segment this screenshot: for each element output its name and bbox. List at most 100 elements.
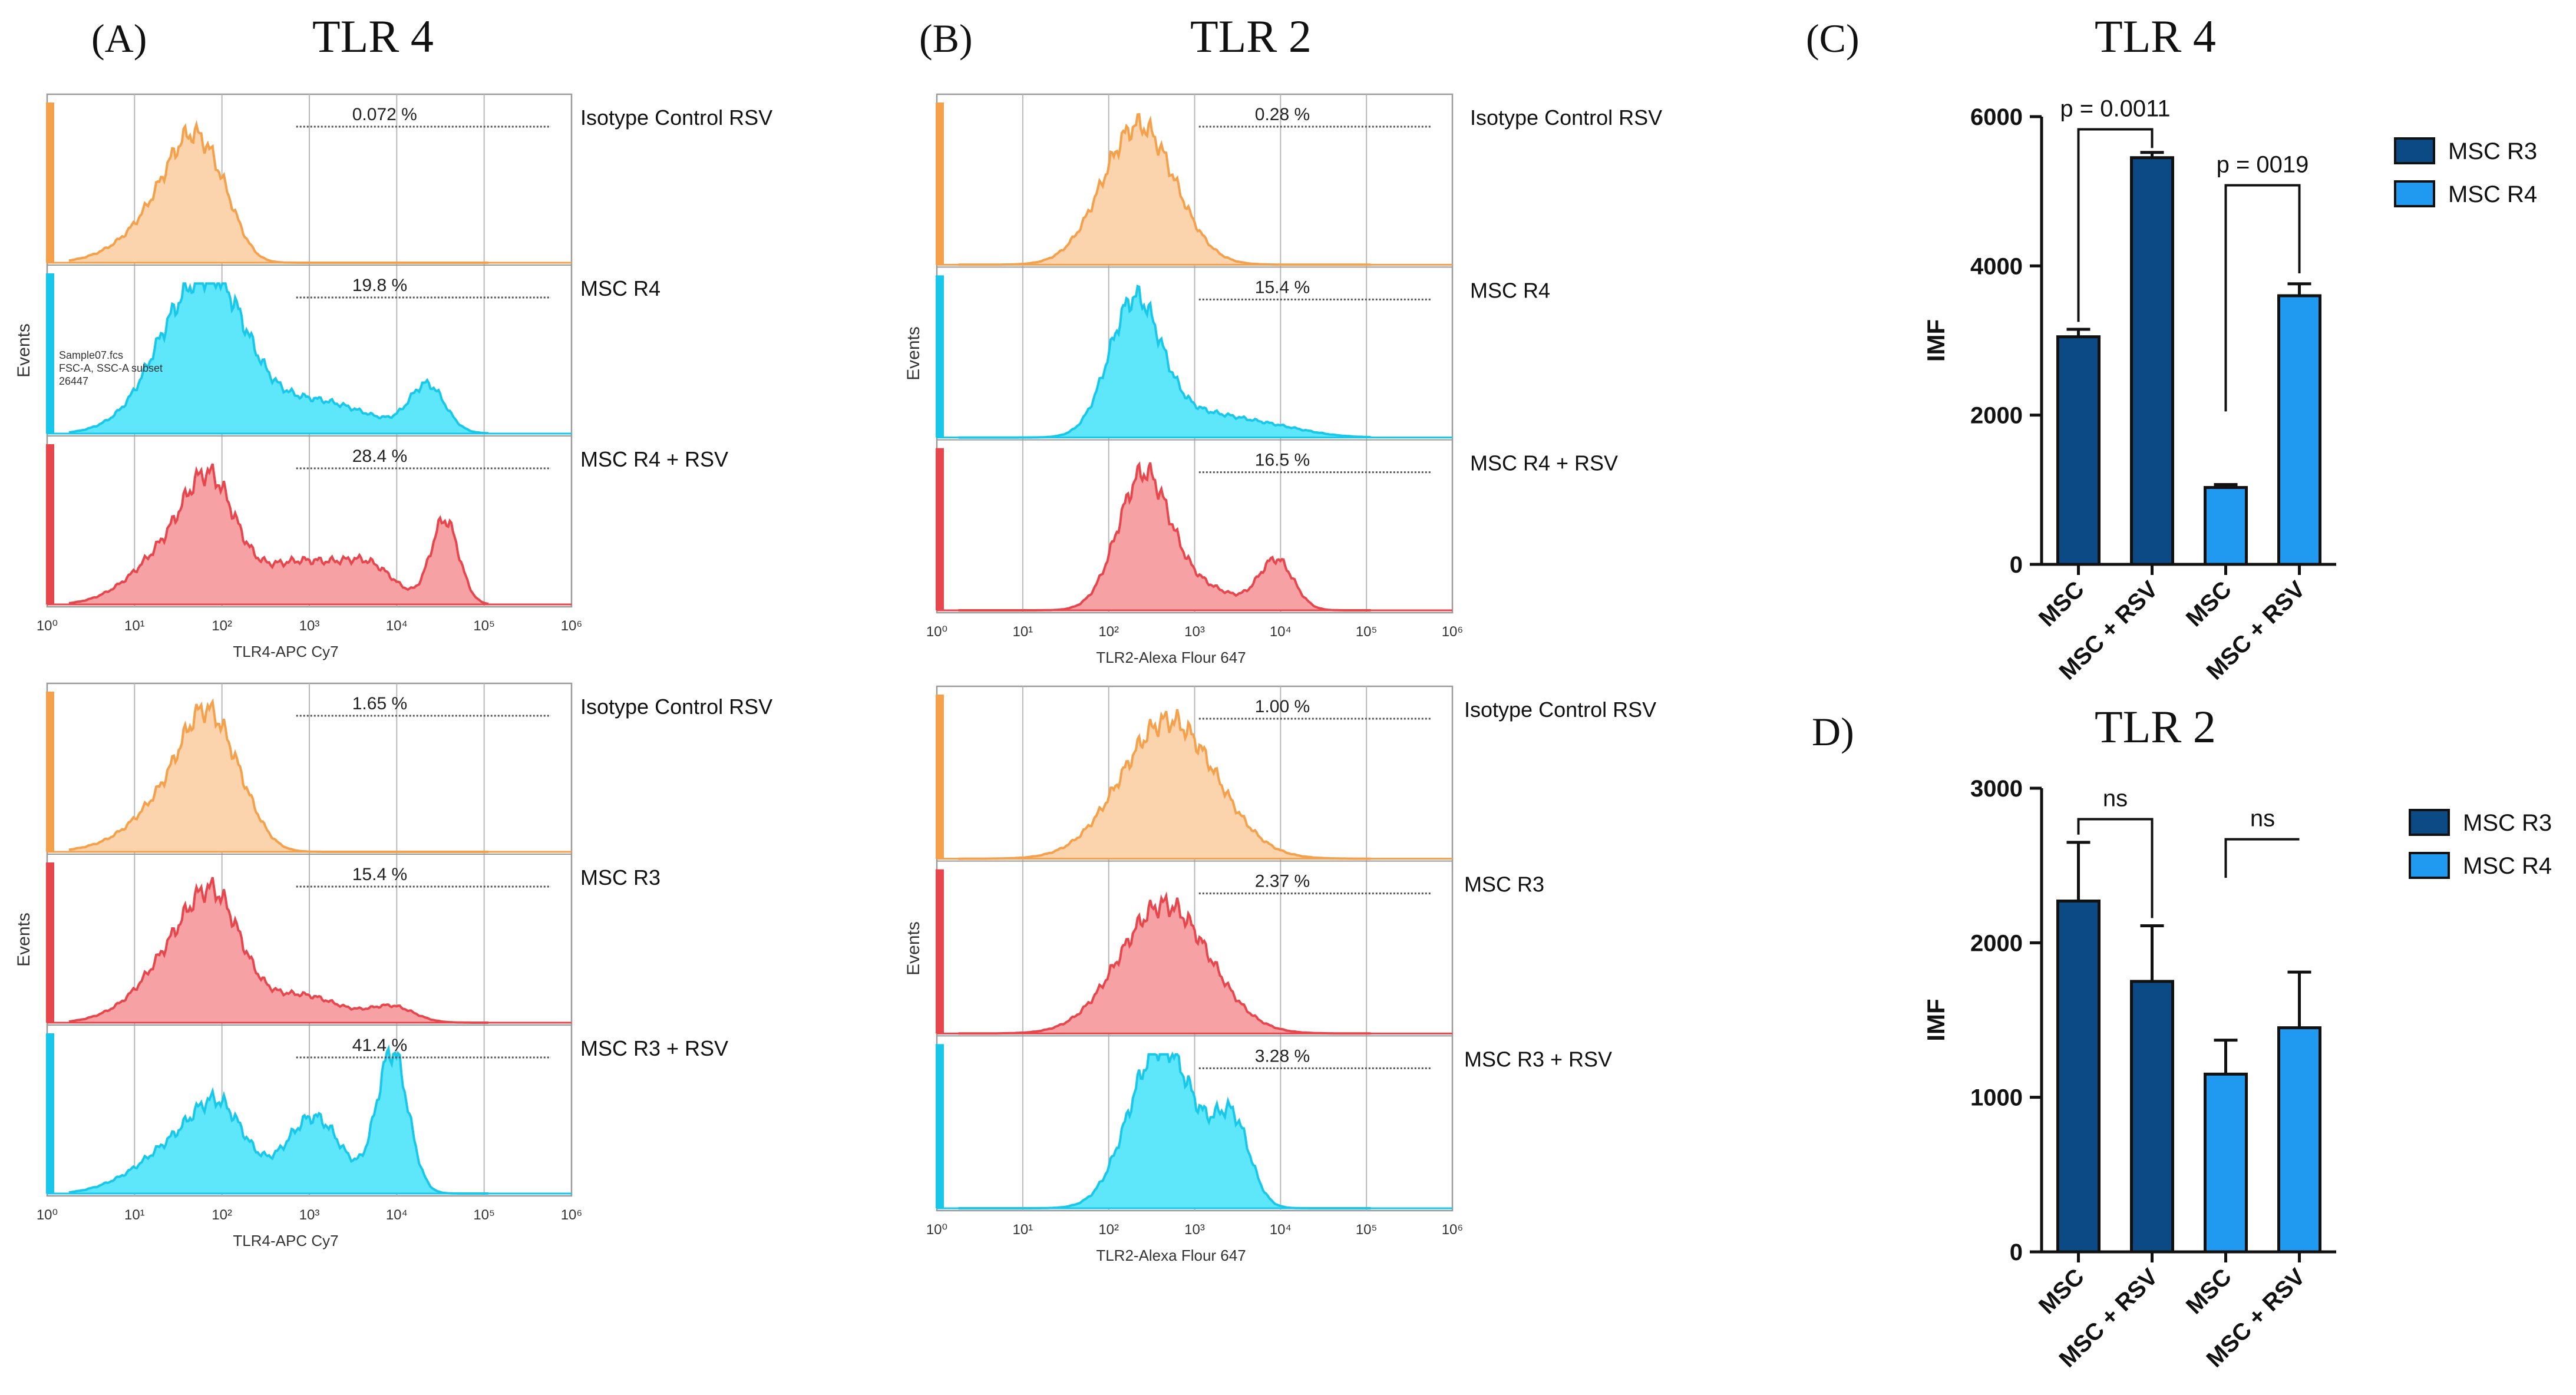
significance-bracket	[2224, 184, 2301, 412]
bar	[2130, 980, 2174, 1254]
axis-spike	[46, 862, 54, 1023]
y-tick-label: 2000	[1970, 403, 2023, 429]
histogram-fill	[958, 114, 1371, 265]
legend-swatch	[2394, 180, 2435, 207]
axis-spike	[936, 869, 944, 1034]
series-label: MSC R3	[580, 865, 660, 890]
x-tick-label: 10⁴	[1270, 1222, 1292, 1238]
histogram-line	[68, 282, 489, 435]
x-tick-label: 10⁰	[37, 1207, 58, 1223]
panel-label-a: (A)	[91, 16, 147, 61]
gate-percentage: 0.072 %	[352, 105, 417, 124]
panel-title-d: TLR 2	[2095, 701, 2216, 752]
significance-label: ns	[2103, 785, 2128, 811]
series-label: MSC R4	[580, 276, 660, 300]
x-tick-label: 10²	[1098, 1222, 1119, 1238]
series-label: MSC R3 + RSV	[580, 1036, 728, 1060]
panel-label-d: D)	[1812, 709, 1854, 754]
histogram-line	[68, 877, 489, 1024]
legend-label: MSC R3	[2448, 138, 2537, 164]
gate-percentage: 2.37 %	[1255, 872, 1310, 891]
significance-label: p = 0019	[2217, 152, 2309, 178]
x-tick-label: 10⁴	[1270, 624, 1292, 640]
axis-spike	[936, 275, 944, 438]
histogram-line	[958, 709, 1371, 860]
axis-spike	[46, 692, 54, 852]
series-label: Isotype Control RSV	[1470, 105, 1662, 130]
bar	[2130, 156, 2174, 566]
x-tick-label: 10⁴	[386, 618, 408, 634]
significance-bracket	[2077, 128, 2154, 322]
histogram-fill	[958, 462, 1371, 610]
y-tick-label: 3000	[1970, 776, 2023, 802]
bar	[2204, 1072, 2248, 1254]
bar	[2277, 294, 2321, 566]
gate-percentage: 15.4 %	[1255, 277, 1310, 297]
x-tick-label: 10³	[1184, 624, 1205, 640]
x-tick-label: 10³	[299, 618, 320, 634]
legend-swatch	[2409, 852, 2450, 879]
x-tick-label: 10¹	[1012, 624, 1033, 640]
histogram-panel-b-bottom: 1.00 % Isotype Control RSV 2.37 % MSC R3 3.2…	[904, 685, 1656, 1264]
x-tick-label: 10²	[1098, 624, 1119, 640]
histogram-fill	[69, 1048, 489, 1194]
x-tick-label: 10⁰	[37, 618, 58, 634]
axis-spike	[936, 448, 944, 610]
panel-title-b: TLR 2	[1190, 11, 1312, 62]
gate-percentage: 19.8 %	[352, 276, 407, 295]
x-axis-label: TLR2-Alexa Flour 647	[1096, 1247, 1246, 1264]
sample-annotation: FSC-A, SSC-A subset	[59, 362, 163, 374]
bar	[2056, 900, 2101, 1254]
series-label: Isotype Control RSV	[580, 695, 772, 719]
x-tick-label: 10¹	[124, 1207, 145, 1223]
histogram-fill	[69, 283, 489, 434]
gate-percentage: 15.4 %	[352, 865, 407, 884]
gate-percentage: 1.65 %	[352, 694, 407, 713]
histogram-line	[68, 1044, 489, 1195]
histogram-fill	[958, 895, 1371, 1034]
x-axis-label: TLR2-Alexa Flour 647	[1096, 649, 1246, 666]
y-axis-label: Events	[904, 326, 923, 381]
x-axis-label: TLR4-APC Cy7	[233, 643, 338, 660]
axis-spike	[936, 1044, 944, 1208]
axis-spike	[936, 103, 944, 265]
x-tick-label: 10¹	[124, 618, 145, 634]
series-label: MSC R3 + RSV	[1464, 1047, 1612, 1071]
x-category-label: MSC	[2181, 1264, 2237, 1319]
y-axis-label: Events	[14, 323, 34, 378]
y-axis-label: IMF	[1922, 319, 1950, 362]
legend-swatch	[2394, 137, 2435, 164]
bar	[2277, 1026, 2321, 1254]
histogram-panel-a-top: 0.072 % Isotype Control RSV 19.8 % MSC R4 28…	[14, 93, 772, 660]
gate-percentage: 28.4 %	[352, 447, 407, 466]
bar	[2204, 486, 2248, 566]
legend-label: MSC R4	[2463, 853, 2552, 879]
bar	[2056, 335, 2101, 566]
histogram-fill	[69, 877, 489, 1023]
gate-percentage: 1.00 %	[1255, 697, 1310, 716]
y-tick-label: 6000	[1970, 104, 2023, 130]
y-axis-label: Events	[14, 913, 34, 967]
histogram-panel-b-top: 0.28 % Isotype Control RSV 15.4 % MSC R4 16.…	[904, 93, 1662, 666]
significance-label: ns	[2250, 806, 2275, 832]
series-label: MSC R4 + RSV	[1470, 451, 1618, 475]
series-label: Isotype Control RSV	[1464, 698, 1656, 722]
y-axis-label: IMF	[1922, 999, 1950, 1041]
series-label: MSC R4	[1470, 278, 1550, 302]
x-tick-label: 10⁰	[926, 1222, 947, 1238]
sample-annotation: Sample07.fcs	[59, 349, 123, 361]
histogram-line	[958, 891, 1371, 1035]
x-category-label: MSC	[2034, 1264, 2089, 1319]
y-tick-label: 0	[2010, 1239, 2023, 1265]
series-label: Isotype Control RSV	[580, 105, 772, 130]
x-category-label: MSC	[2034, 576, 2089, 632]
x-tick-label: 10⁶	[561, 618, 583, 634]
legend-swatch	[2409, 809, 2450, 836]
panel-title-a: TLR 4	[312, 11, 434, 62]
x-tick-label: 10⁴	[386, 1207, 408, 1223]
y-tick-label: 2000	[1970, 930, 2023, 956]
histogram-fill	[958, 1054, 1371, 1208]
